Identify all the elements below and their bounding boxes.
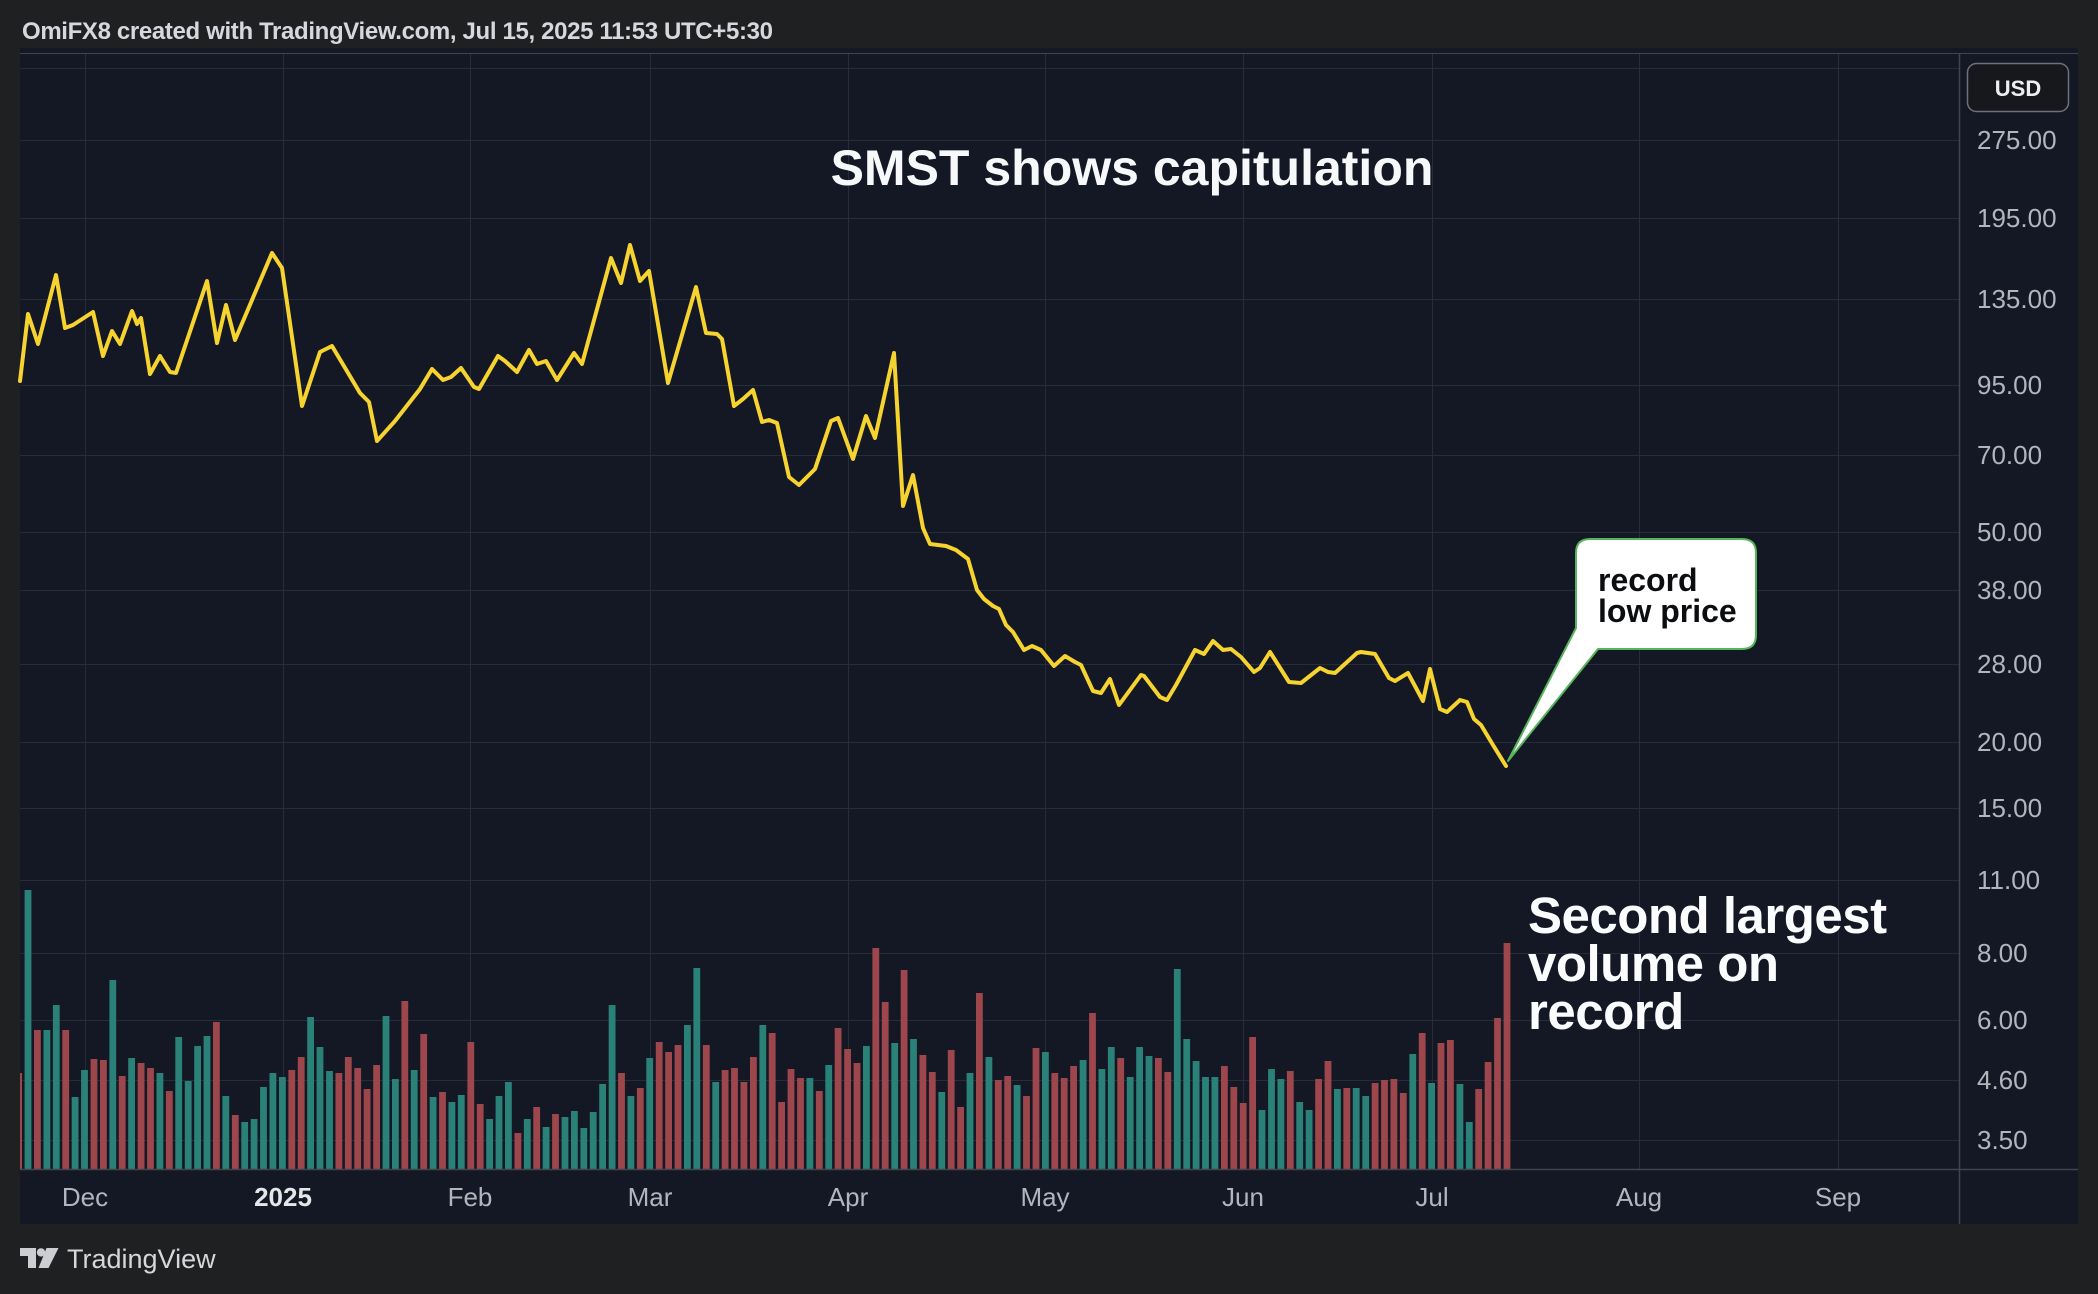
svg-text:2025: 2025 xyxy=(254,1182,312,1212)
svg-text:Dec: Dec xyxy=(62,1182,108,1212)
svg-text:4.60: 4.60 xyxy=(1977,1065,2028,1095)
svg-text:Second largest: Second largest xyxy=(1528,887,1887,944)
svg-text:95.00: 95.00 xyxy=(1977,370,2042,400)
svg-text:OmiFX8 created with TradingVie: OmiFX8 created with TradingView.com, Jul… xyxy=(22,18,773,45)
svg-text:195.00: 195.00 xyxy=(1977,203,2057,233)
svg-text:28.00: 28.00 xyxy=(1977,649,2042,679)
svg-text:Sep: Sep xyxy=(1815,1182,1861,1212)
svg-text:May: May xyxy=(1020,1182,1069,1212)
svg-text:record: record xyxy=(1528,983,1684,1040)
svg-text:38.00: 38.00 xyxy=(1977,575,2042,605)
svg-text:3.50: 3.50 xyxy=(1977,1125,2028,1155)
svg-text:20.00: 20.00 xyxy=(1977,727,2042,757)
svg-text:70.00: 70.00 xyxy=(1977,440,2042,470)
svg-text:275.00: 275.00 xyxy=(1977,125,2057,155)
svg-text:TradingView: TradingView xyxy=(67,1244,216,1274)
svg-text:Jun: Jun xyxy=(1222,1182,1264,1212)
svg-text:Aug: Aug xyxy=(1616,1182,1662,1212)
svg-text:135.00: 135.00 xyxy=(1977,284,2057,314)
svg-text:50.00: 50.00 xyxy=(1977,517,2042,547)
svg-text:6.00: 6.00 xyxy=(1977,1005,2028,1035)
svg-text:8.00: 8.00 xyxy=(1977,938,2028,968)
svg-text:Feb: Feb xyxy=(448,1182,493,1212)
svg-text:low price: low price xyxy=(1598,593,1737,629)
svg-text:USD: USD xyxy=(1995,76,2041,101)
svg-text:volume on: volume on xyxy=(1528,935,1779,992)
svg-text:record: record xyxy=(1598,562,1698,598)
svg-text:15.00: 15.00 xyxy=(1977,793,2042,823)
svg-text:11.00: 11.00 xyxy=(1977,865,2040,895)
svg-text:Jul: Jul xyxy=(1415,1182,1448,1212)
svg-text:Apr: Apr xyxy=(828,1182,869,1212)
svg-text:SMST shows capitulation: SMST shows capitulation xyxy=(831,140,1434,196)
svg-text:Mar: Mar xyxy=(628,1182,673,1212)
